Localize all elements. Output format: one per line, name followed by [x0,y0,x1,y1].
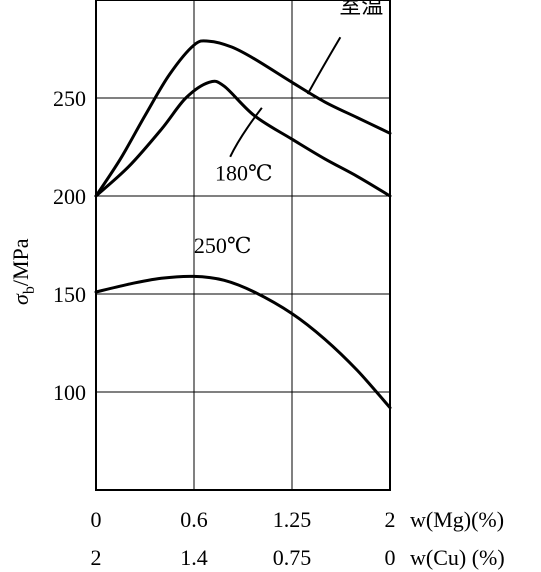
y-tick-label: 100 [53,380,86,405]
series-line-250c [94,274,392,410]
leader-line [306,36,342,95]
x-tick-label: 0.75 [273,545,312,570]
plot-frame [95,0,391,491]
x-tick-label: 0 [385,545,396,570]
leader-layer [229,36,342,158]
series-line-180c [94,79,392,198]
leader-line [229,107,263,158]
x-tick-label: 2 [91,545,102,570]
x-tick-label: 1.25 [273,507,312,532]
series-line-room-temp [94,39,392,198]
x-tick-label: 0.6 [180,507,208,532]
y-tick-label: 200 [53,184,86,209]
series-label-180c: 180℃ [215,160,273,185]
x-tick-labels: 0 0.6 1.25 2 2 1.4 0.75 0 [91,507,396,570]
curves-layer [94,39,392,410]
x-axis-title-cu: w(Cu) (%) [410,545,505,570]
y-tick-label: 250 [53,86,86,111]
series-label-room-temp: 室温 [339,0,383,19]
x-tick-label: 2 [385,507,396,532]
series-labels: 室温 180℃ 250℃ [194,0,383,258]
x-tick-label: 0 [91,507,102,532]
y-axis-title: σb/MPa [8,238,38,305]
y-tick-label: 150 [53,282,86,307]
series-label-250c: 250℃ [194,233,252,258]
y-tick-labels: 100 150 200 250 [53,86,86,405]
x-axis-title-mg: w(Mg)(%) [410,507,504,532]
x-tick-label: 1.4 [180,545,208,570]
